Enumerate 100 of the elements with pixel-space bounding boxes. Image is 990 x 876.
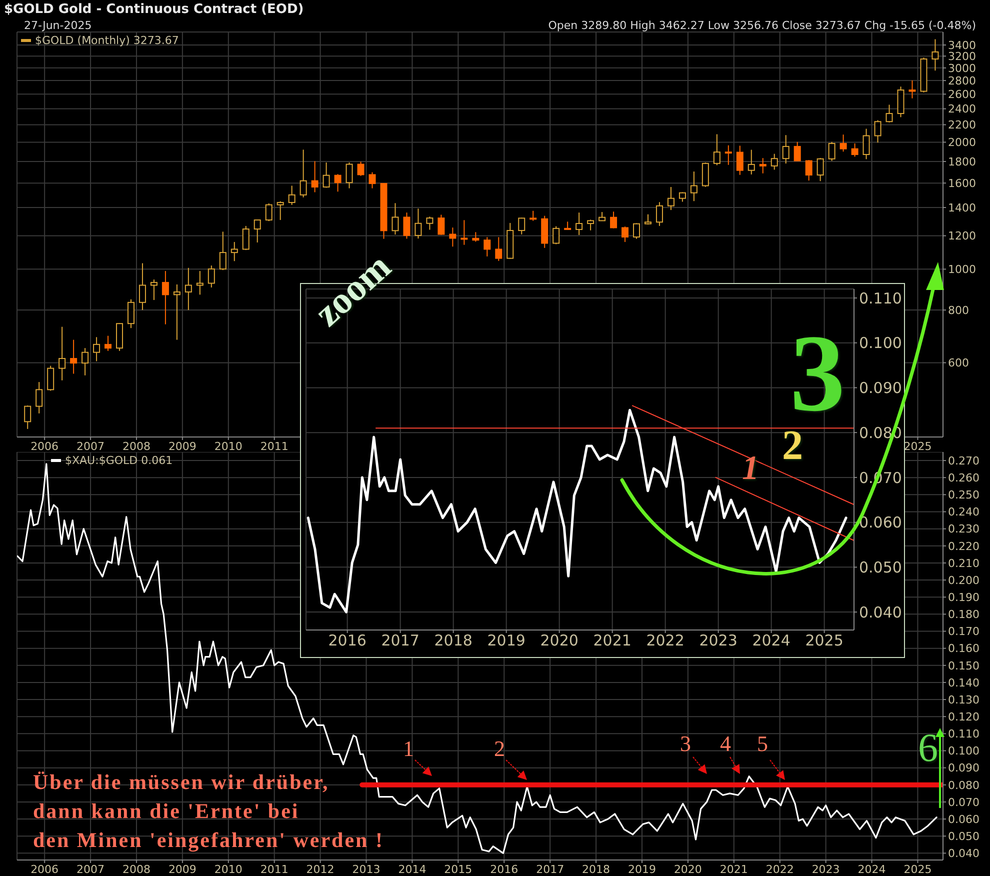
candlestick bbox=[622, 226, 629, 242]
x-tick-label: 2016 bbox=[328, 632, 366, 650]
y-tick-label: 2400 bbox=[948, 102, 976, 116]
candlestick bbox=[472, 232, 480, 242]
candlestick bbox=[874, 120, 882, 144]
candlestick bbox=[70, 339, 78, 374]
candlestick bbox=[610, 211, 618, 229]
x-tick-label: 2013 bbox=[352, 862, 380, 876]
candlestick bbox=[368, 172, 376, 189]
candlestick bbox=[840, 134, 847, 152]
candlestick bbox=[770, 153, 778, 170]
x-tick-label: 2006 bbox=[30, 862, 59, 876]
y-tick-label: 2000 bbox=[948, 136, 976, 150]
y-tick-label: 0.260 bbox=[948, 472, 980, 485]
candlestick bbox=[322, 162, 330, 188]
x-tick-label: 2023 bbox=[812, 862, 840, 876]
y-tick-label: 0.200 bbox=[948, 574, 980, 587]
annotation: 6 bbox=[918, 725, 938, 770]
legend-label: $GOLD (Monthly) 3273.67 bbox=[35, 34, 179, 47]
y-tick-label: 1400 bbox=[948, 201, 976, 214]
y-tick-label: 0.270 bbox=[948, 454, 980, 468]
annotation: 3 bbox=[680, 731, 691, 756]
x-tick-label: 2017 bbox=[381, 632, 420, 650]
y-tick-label: 2600 bbox=[948, 88, 976, 102]
y-tick-label: 1800 bbox=[948, 155, 976, 168]
y-tick-label: 0.100 bbox=[859, 334, 902, 352]
legend-label: $XAU:$GOLD 0.061 bbox=[65, 454, 173, 467]
candlestick bbox=[667, 186, 674, 211]
y-tick-label: 0.060 bbox=[948, 812, 980, 826]
annotation: 1 bbox=[742, 450, 759, 487]
x-tick-label: 2019 bbox=[487, 632, 526, 650]
y-tick-label: 2800 bbox=[948, 74, 976, 88]
x-tick-label: 2007 bbox=[76, 440, 105, 453]
x-tick-label: 2020 bbox=[540, 632, 578, 650]
y-tick-label: 0.060 bbox=[859, 514, 902, 532]
candlestick bbox=[702, 162, 709, 188]
chart-subtitle: 27-Jun-2025 bbox=[24, 19, 92, 32]
y-tick-label: 2200 bbox=[948, 118, 976, 132]
y-tick-label: 0.100 bbox=[948, 744, 980, 758]
candlestick bbox=[311, 160, 318, 193]
candlestick bbox=[724, 144, 732, 166]
x-tick-label: 2018 bbox=[582, 862, 610, 876]
candlestick bbox=[816, 157, 824, 182]
candlestick bbox=[58, 326, 66, 381]
y-tick-label: 0.110 bbox=[948, 728, 980, 741]
candlestick bbox=[438, 214, 445, 236]
y-tick-label: 0.220 bbox=[948, 540, 980, 553]
candlestick bbox=[265, 202, 272, 222]
candlestick bbox=[886, 104, 893, 123]
x-tick-label: 2010 bbox=[214, 862, 242, 876]
candlestick bbox=[162, 270, 169, 325]
candlestick bbox=[656, 202, 663, 226]
chart-title: $GOLD Gold - Continuous Contract (EOD) bbox=[4, 2, 304, 17]
candlestick bbox=[690, 171, 698, 202]
x-tick-label: 2024 bbox=[752, 632, 790, 650]
candlestick bbox=[36, 382, 43, 414]
candlestick bbox=[288, 185, 296, 206]
y-tick-label: 0.130 bbox=[948, 693, 980, 706]
annotation: 2 bbox=[494, 736, 505, 761]
y-tick-label: 3200 bbox=[948, 50, 976, 64]
candlestick bbox=[576, 212, 583, 236]
x-tick-label: 2016 bbox=[490, 862, 518, 876]
y-tick-label: 0.160 bbox=[948, 642, 980, 656]
y-tick-label: 0.110 bbox=[859, 289, 902, 308]
x-tick-label: 2025 bbox=[904, 440, 932, 453]
y-tick-label: 1200 bbox=[948, 230, 976, 243]
candlestick bbox=[552, 226, 560, 245]
candlestick bbox=[93, 336, 100, 362]
candlestick bbox=[357, 161, 364, 176]
annotation: 5 bbox=[757, 731, 768, 756]
candlestick bbox=[828, 141, 836, 162]
y-tick-label: 0.120 bbox=[948, 710, 980, 724]
candlestick bbox=[196, 270, 204, 296]
candlestick bbox=[414, 208, 422, 240]
candlestick bbox=[794, 141, 801, 162]
candlestick bbox=[138, 262, 146, 311]
x-tick-label: 2018 bbox=[434, 632, 472, 650]
candlestick bbox=[230, 241, 238, 262]
candlestick bbox=[334, 174, 342, 192]
y-tick-label: 0.230 bbox=[948, 522, 980, 536]
candlestick bbox=[449, 227, 456, 248]
x-tick-label: 2022 bbox=[646, 632, 684, 650]
candlestick bbox=[805, 160, 812, 182]
candlestick bbox=[782, 134, 790, 164]
x-tick-label: 2008 bbox=[122, 440, 150, 453]
y-tick-label: 3400 bbox=[948, 38, 976, 52]
x-tick-label: 2014 bbox=[398, 862, 426, 876]
candlestick bbox=[346, 162, 353, 189]
x-tick-label: 2009 bbox=[168, 862, 196, 876]
y-tick-label: 0.170 bbox=[948, 625, 980, 638]
y-tick-label: 1000 bbox=[948, 263, 976, 276]
annotation: 1 bbox=[403, 736, 414, 761]
candlestick bbox=[897, 86, 904, 118]
x-tick-label: 2017 bbox=[536, 862, 564, 876]
candlestick bbox=[862, 128, 870, 160]
candlestick bbox=[150, 279, 158, 301]
y-tick-label: 0.210 bbox=[948, 556, 980, 570]
candlestick bbox=[495, 236, 502, 262]
x-tick-label: 2008 bbox=[122, 862, 150, 876]
y-tick-label: 0.040 bbox=[859, 603, 902, 622]
